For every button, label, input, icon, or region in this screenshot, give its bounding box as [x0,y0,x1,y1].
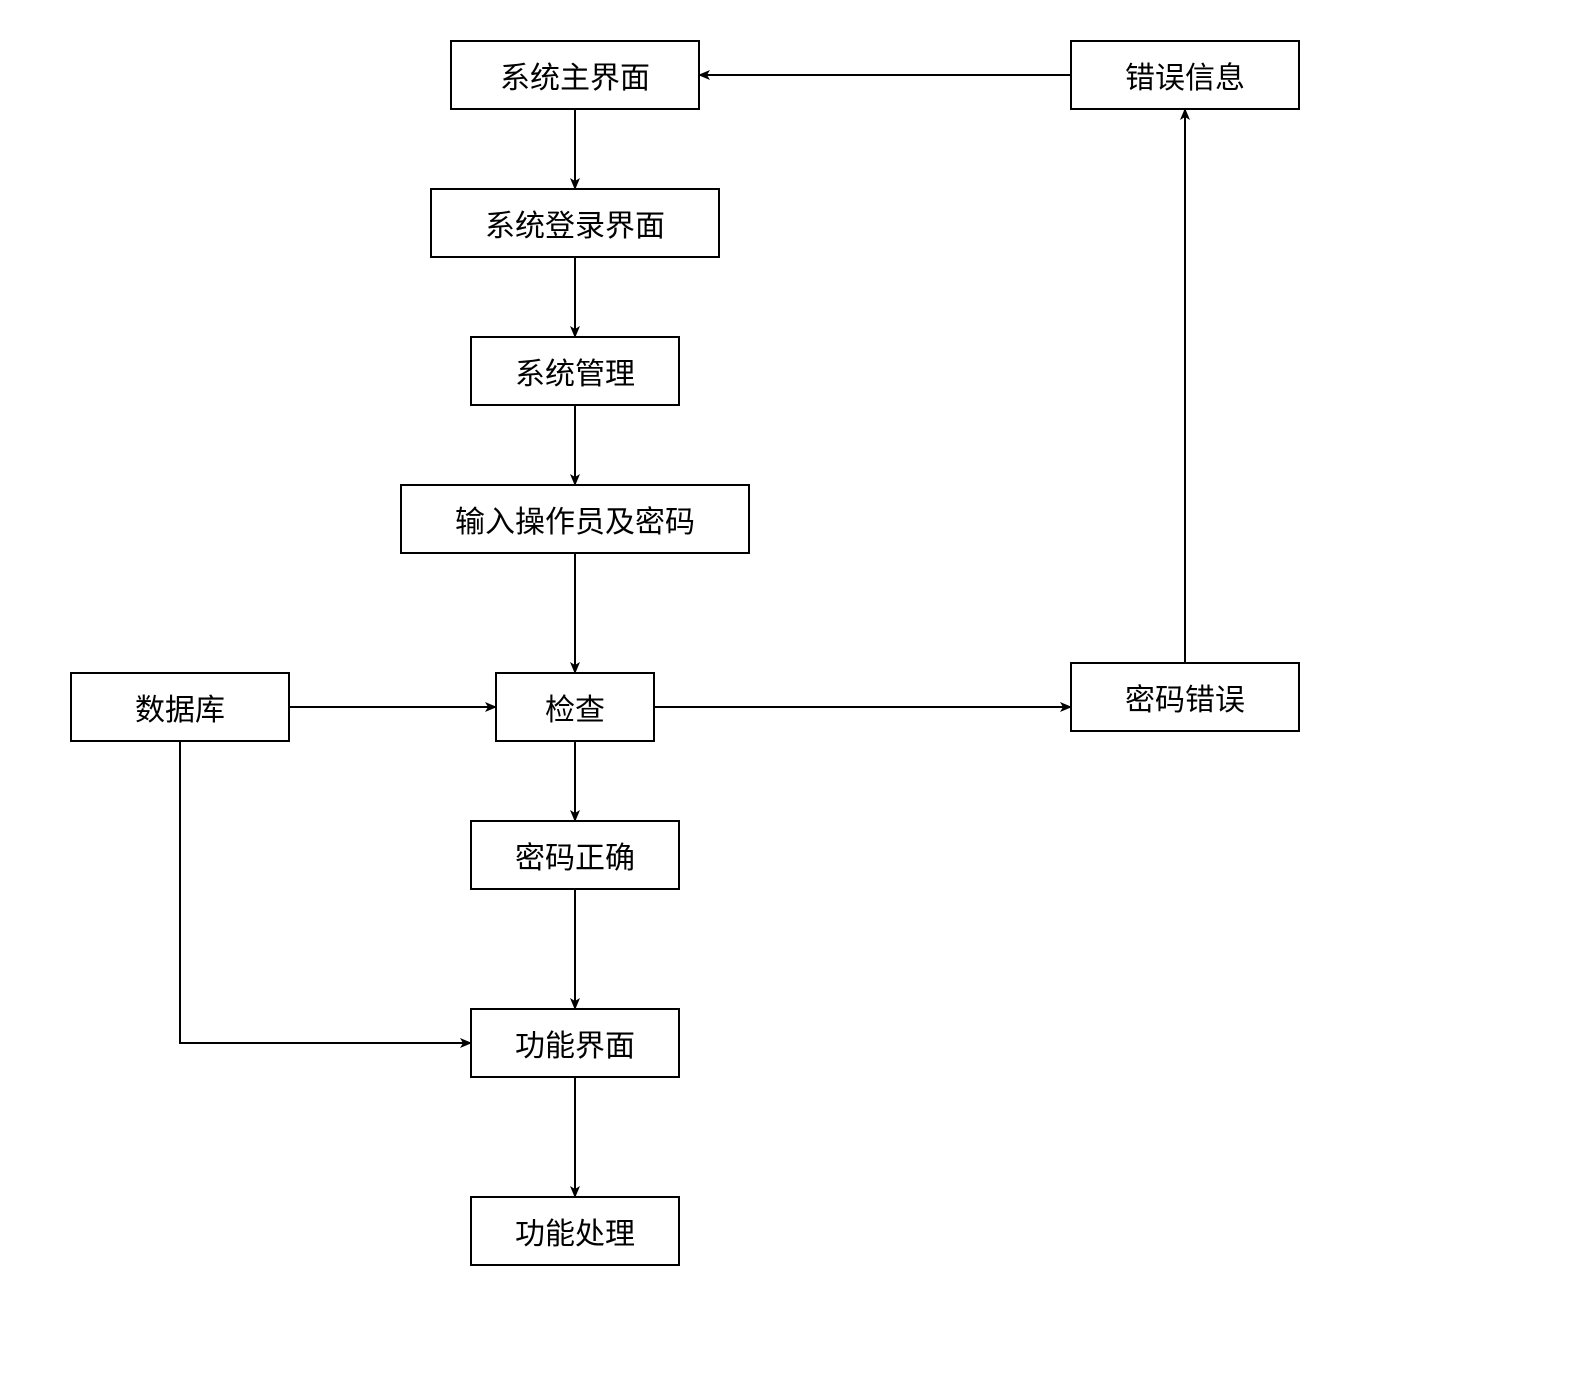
flowchart-node-pwd_wrong: 密码错误 [1070,662,1300,732]
node-label: 输入操作员及密码 [455,497,695,541]
node-label: 错误信息 [1125,53,1245,97]
flowchart-node-func_process: 功能处理 [470,1196,680,1266]
flowchart-node-sys_mgmt: 系统管理 [470,336,680,406]
node-label: 系统登录界面 [485,201,665,245]
node-label: 检查 [545,685,605,729]
node-label: 密码错误 [1125,675,1245,719]
edge-database-to-func_ui [180,742,470,1043]
node-label: 系统管理 [515,349,635,393]
node-label: 功能处理 [515,1209,635,1253]
flowchart-node-database: 数据库 [70,672,290,742]
node-label: 系统主界面 [500,53,650,97]
flowchart-node-func_ui: 功能界面 [470,1008,680,1078]
flowchart-node-main_ui: 系统主界面 [450,40,700,110]
node-label: 数据库 [135,685,225,729]
flowchart-node-error_info: 错误信息 [1070,40,1300,110]
flowchart-node-pwd_correct: 密码正确 [470,820,680,890]
node-label: 密码正确 [515,833,635,877]
flowchart-node-input_op_pwd: 输入操作员及密码 [400,484,750,554]
flowchart-canvas: 系统主界面 错误信息系统登录界面系统管理输入操作员及密码检查 数据库 密码错误密码正确… [0,0,1594,1374]
flowchart-node-check: 检查 [495,672,655,742]
flowchart-node-login_ui: 系统登录界面 [430,188,720,258]
node-label: 功能界面 [515,1021,635,1065]
